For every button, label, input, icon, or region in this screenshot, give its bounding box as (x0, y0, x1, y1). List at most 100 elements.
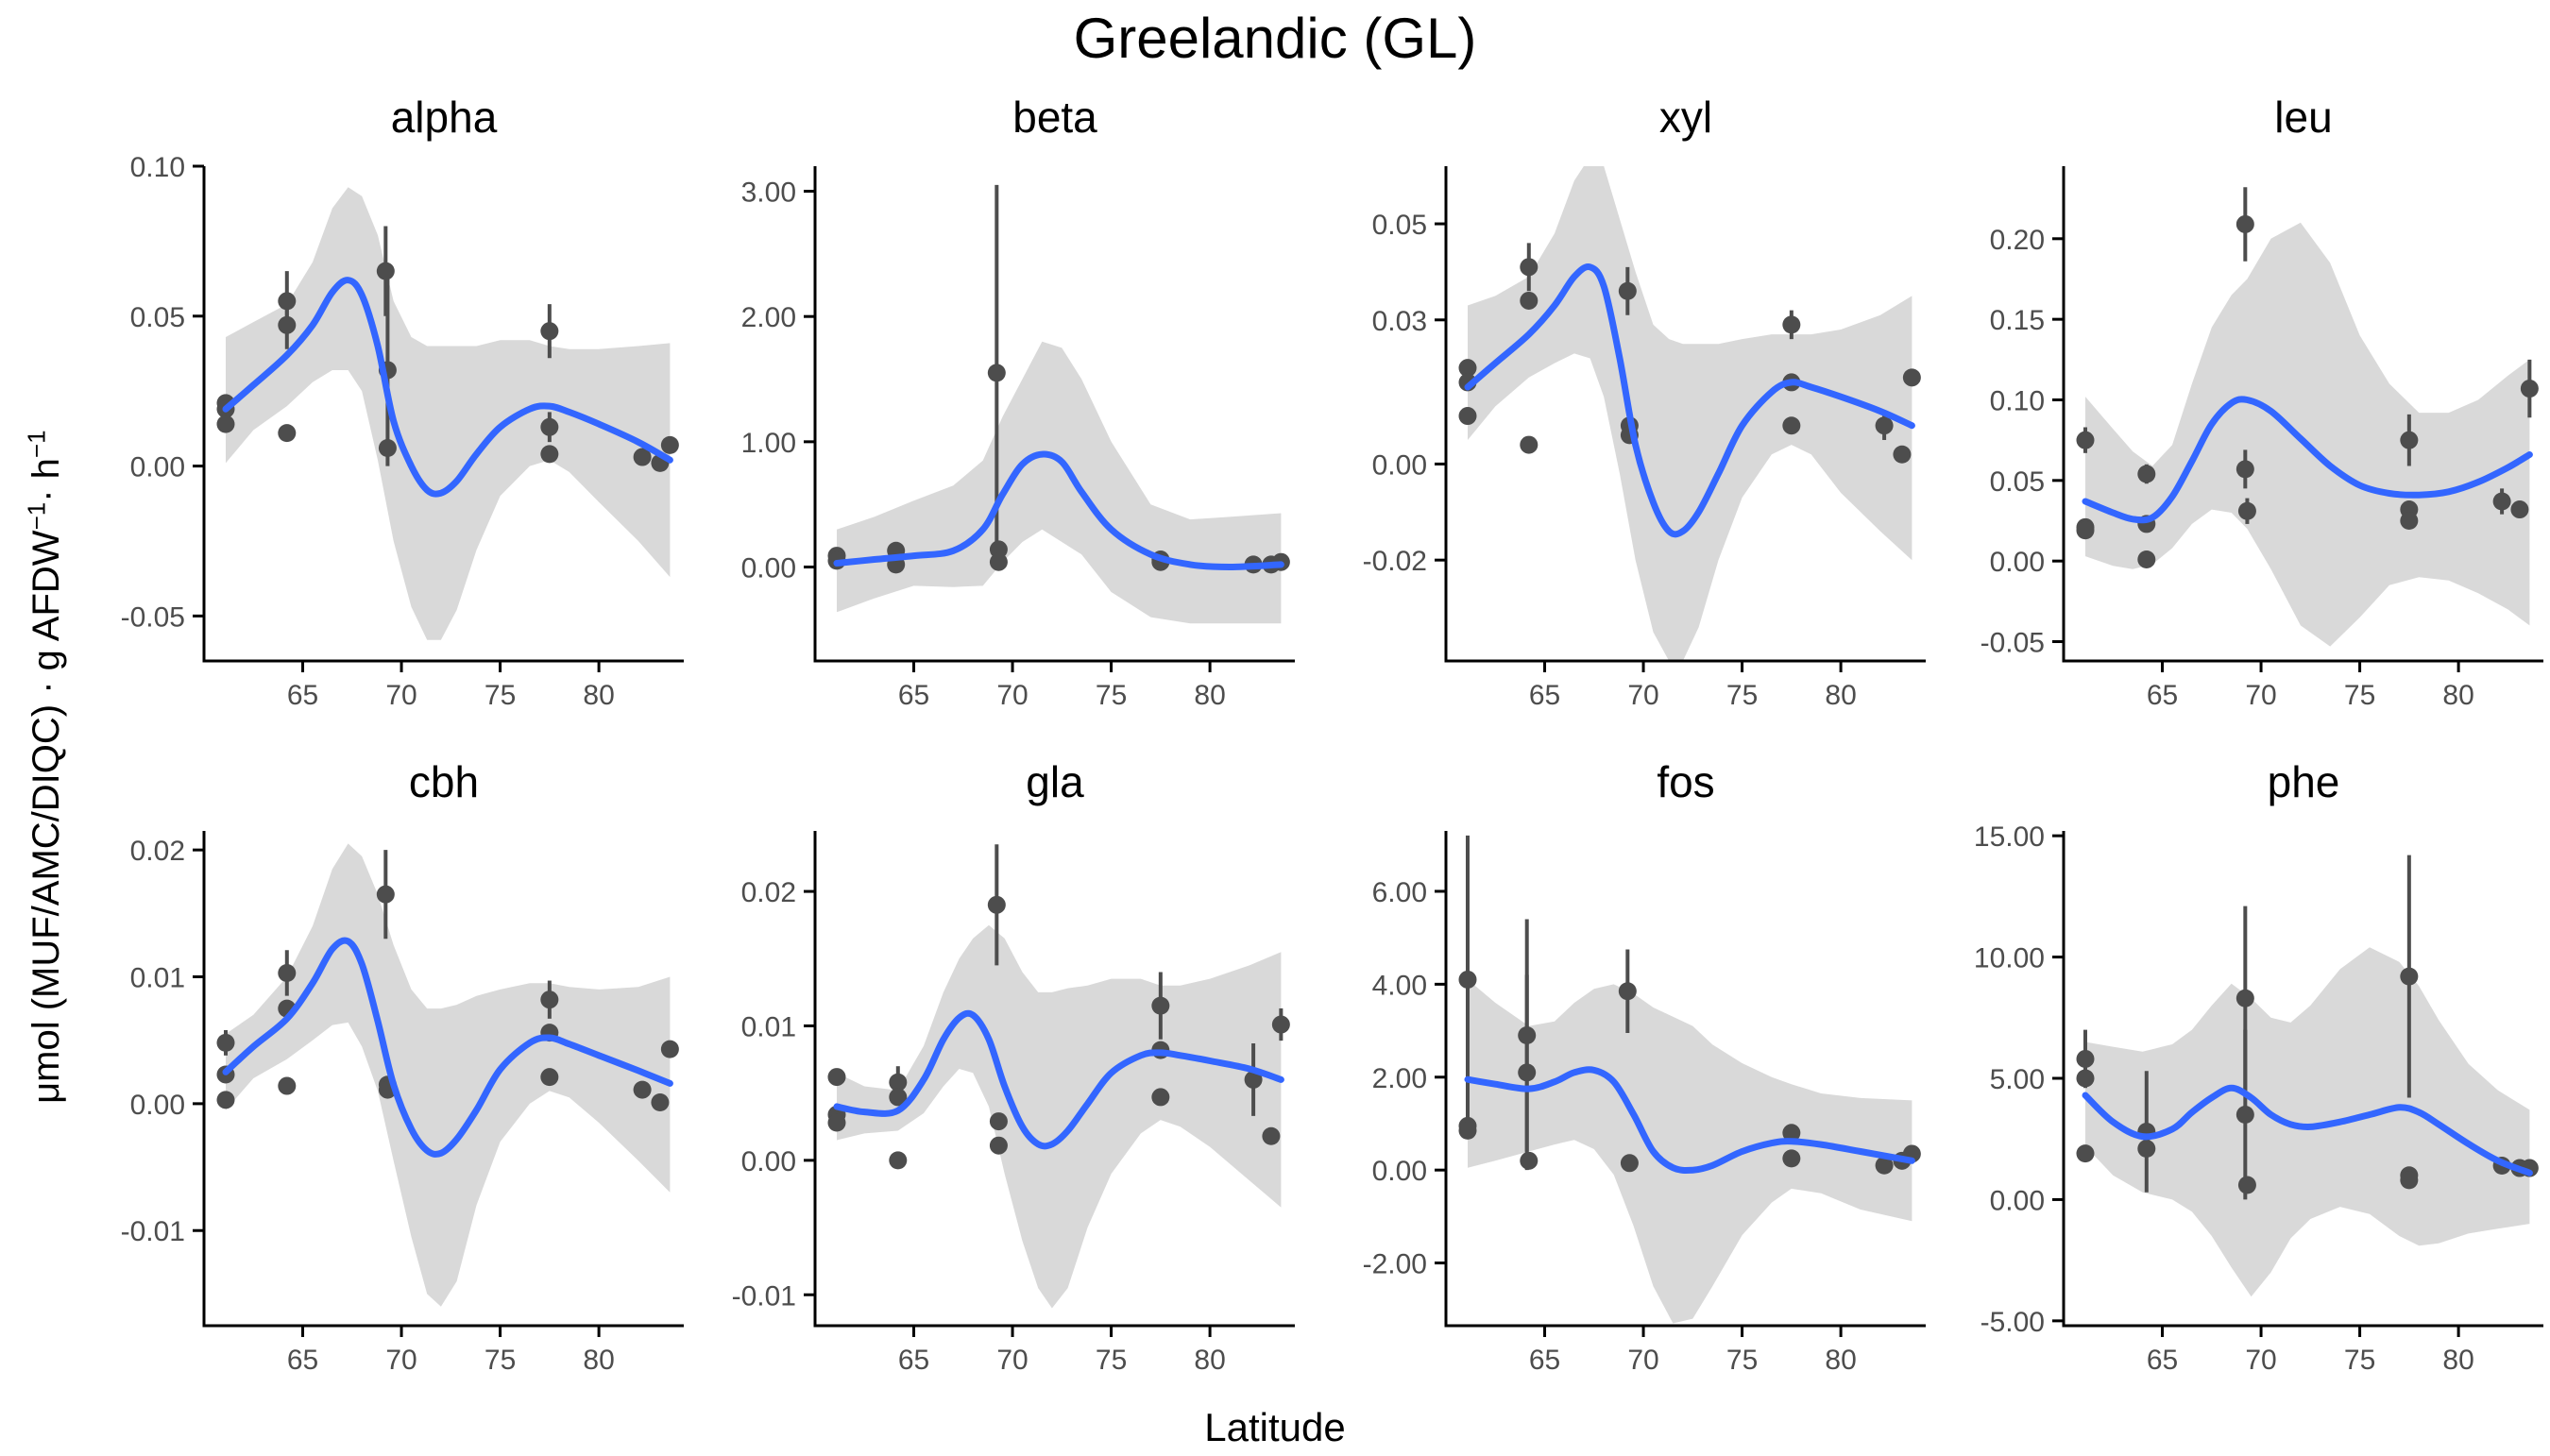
x-tick-label: 75 (484, 1345, 516, 1376)
x-tick-label: 70 (996, 1345, 1028, 1376)
data-point (633, 1080, 652, 1099)
data-point (376, 262, 395, 280)
data-point (1458, 970, 1477, 989)
data-point (1458, 359, 1477, 378)
data-point (1875, 1156, 1894, 1175)
confidence-ribbon (2085, 947, 2530, 1297)
data-point (2236, 460, 2254, 479)
data-point (989, 540, 1008, 559)
data-point (987, 895, 1006, 914)
data-point (1893, 445, 1912, 464)
y-tick-label: 0.10 (130, 152, 185, 183)
x-axis-label: Latitude (1204, 1405, 1346, 1449)
data-point (278, 963, 297, 982)
y-tick-label: 0.01 (741, 1011, 796, 1042)
data-point (2076, 1144, 2095, 1163)
data-point (1520, 258, 1538, 277)
x-tick-label: 65 (898, 1345, 929, 1376)
data-point (827, 1068, 846, 1087)
x-tick-label: 75 (1096, 680, 1127, 711)
x-tick-label: 80 (1825, 680, 1856, 711)
data-point (2076, 1049, 2095, 1068)
data-point (889, 1088, 908, 1107)
data-point (2076, 1069, 2095, 1088)
panel-gla: gla -0.01 0.00 0.01 0.02 65 70 75 80 (732, 757, 1295, 1376)
x-tick-label: 75 (1726, 1345, 1758, 1376)
x-tick-label: 70 (1627, 680, 1658, 711)
smooth-line (222, 937, 673, 1158)
data-point (2236, 214, 2254, 233)
x-tick-label: 80 (1194, 680, 1225, 711)
y-tick-label: 0.01 (130, 963, 185, 994)
plot-area (1458, 835, 1921, 1324)
y-tick-label: -0.05 (1980, 628, 2045, 659)
smooth-line (1464, 262, 1915, 538)
data-point (633, 448, 652, 466)
x-tick-label: 65 (287, 680, 318, 711)
x-tick-label: 70 (2245, 680, 2276, 711)
data-point (660, 435, 679, 454)
confidence-ribbon (837, 924, 1282, 1309)
y-tick-label: 0.15 (1990, 305, 2045, 336)
y-tick-label: 0.00 (1372, 449, 1427, 481)
x-tick-label: 75 (2344, 680, 2375, 711)
plot-area (2076, 187, 2539, 647)
x-tick-label: 80 (1825, 1345, 1856, 1376)
panel-title: beta (1012, 93, 1097, 142)
data-point (2400, 512, 2419, 531)
data-point (1518, 1025, 1537, 1044)
confidence-ribbon (837, 341, 1282, 624)
y-tick-label: 0.10 (1990, 385, 2045, 416)
plot-area (827, 184, 1290, 624)
data-point (989, 552, 1008, 571)
data-point (1902, 368, 1921, 387)
data-point (376, 885, 395, 904)
data-point (2076, 431, 2095, 449)
data-point (1518, 1063, 1537, 1082)
y-tick-label: -5.00 (1980, 1307, 2045, 1338)
data-point (2076, 521, 2095, 540)
y-tick-label: 0.05 (130, 302, 185, 333)
data-point (1458, 407, 1477, 426)
x-tick-label: 70 (2245, 1345, 2276, 1376)
data-point (1520, 291, 1538, 310)
panel-title: alpha (391, 93, 498, 142)
y-tick-label: 0.03 (1372, 306, 1427, 337)
data-point (1151, 996, 1170, 1015)
confidence-ribbon (226, 187, 671, 640)
y-tick-label: 0.05 (1990, 466, 2045, 498)
panel-xyl: xyl -0.02 0.00 0.03 0.05 65 70 75 80 (1363, 93, 1926, 711)
data-point (2236, 989, 2254, 1007)
panel-title: xyl (1659, 93, 1712, 142)
data-point (2400, 431, 2419, 449)
x-tick-label: 75 (484, 680, 516, 711)
data-point (660, 1040, 679, 1058)
data-point (216, 415, 235, 433)
data-point (2137, 550, 2156, 568)
y-tick-label: 2.00 (741, 302, 796, 333)
y-tick-label: 10.00 (1974, 943, 2045, 974)
panel-title: phe (2268, 757, 2340, 806)
data-point (1458, 1121, 1477, 1140)
y-tick-label: 5.00 (1990, 1064, 2045, 1095)
data-point (540, 322, 559, 341)
plot-area (827, 844, 1290, 1309)
y-tick-label: 15.00 (1974, 821, 2045, 853)
y-tick-label: 0.00 (1372, 1156, 1427, 1187)
x-tick-label: 65 (2147, 680, 2178, 711)
data-point (1782, 1124, 1801, 1143)
data-point (889, 1151, 908, 1170)
y-tick-label: -2.00 (1363, 1249, 1427, 1280)
panel-title: cbh (409, 757, 479, 806)
data-point (2510, 500, 2529, 519)
smooth-line (1464, 1066, 1915, 1174)
y-tick-label: 0.02 (130, 836, 185, 867)
data-point (2400, 967, 2419, 986)
x-tick-label: 80 (583, 1345, 614, 1376)
data-point (1620, 1154, 1639, 1173)
data-point (2492, 492, 2511, 511)
panel-title: gla (1026, 757, 1084, 806)
confidence-ribbon (2085, 222, 2530, 647)
